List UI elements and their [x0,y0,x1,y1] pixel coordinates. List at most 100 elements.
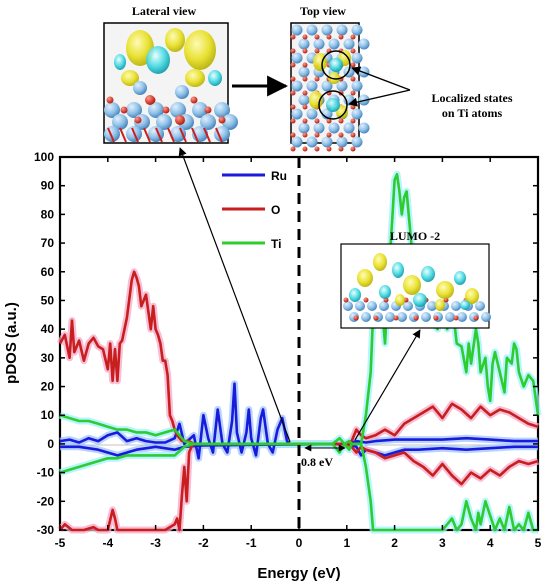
series-ru-spin-up-line [59,382,538,460]
orbital-lobe [454,271,466,285]
atom-sphere [358,122,370,134]
atom-sphere [421,312,431,322]
atom-sphere [298,122,310,134]
orbital-lobe [357,269,373,287]
atom-sphere [343,38,355,50]
y-tick-label: -10 [37,466,55,480]
atom-sphere [343,301,353,311]
atom-sphere [290,146,296,152]
orbital-lobe [184,30,216,70]
x-tick-label: -4 [102,536,113,550]
atom-sphere [200,114,216,130]
atom-sphere [314,146,320,152]
localized-state-circle-upper [321,50,351,80]
atom-sphere [338,34,344,40]
series-ru-spin-down-line [60,442,538,457]
atom-sphere [328,122,340,134]
atom-sphere [403,301,413,311]
orbital-lobe [436,281,454,299]
bond-stick [191,127,199,143]
atom-sphere [367,301,377,311]
series-ti-spin-down-line [59,442,538,532]
atom-sphere [338,132,344,138]
atom-sphere [290,132,296,138]
localized-states-label-line1: Localized states [432,91,513,105]
atom-sphere [350,76,356,82]
atom-sphere [290,48,296,54]
atom-sphere [302,76,308,82]
atom-sphere [326,118,332,124]
atom-sphere [313,38,325,50]
atom-sphere [481,312,491,322]
legend-label-ti: Ti [271,237,281,251]
atom-sphere [328,38,340,50]
atom-sphere [306,136,318,148]
atom-sphere [290,62,296,68]
atom-sphere [302,90,308,96]
y-tick-label: 80 [41,207,55,221]
atom-sphere [290,118,296,124]
bond-stick [203,127,211,143]
orbital-lobe [395,294,405,306]
orbital-lobe [403,275,421,295]
atom-sphere [126,102,142,118]
atom-sphere [473,315,479,321]
x-axis-label: Energy (eV) [257,565,340,582]
atom-sphere [290,90,296,96]
x-tick-label: 0 [296,536,303,550]
orbital-lobe [435,299,445,311]
atom-sphere [175,85,189,99]
atom-sphere [351,108,363,120]
atom-sphere [353,315,359,321]
atom-sphere [133,81,147,95]
atom-sphere [451,301,461,311]
atom-sphere [351,52,363,64]
atom-sphere [314,132,320,138]
atom-sphere [302,48,308,54]
atom-sphere [170,126,186,142]
orbital-lobe [349,288,361,302]
y-tick-label: 0 [47,437,54,451]
legend-label-ru: Ru [271,169,287,183]
x-tick-label: 5 [535,536,542,550]
orbital-lobe [114,54,126,70]
y-tick-label: 20 [41,380,55,394]
atom-sphere [298,94,310,106]
y-axis-label: pDOS (a.u.) [3,302,20,384]
atom-sphere [350,62,356,68]
legend: Ru O Ti [222,169,287,251]
atom-sphere [350,118,356,124]
atom-sphere [351,80,363,92]
atom-sphere [336,136,348,148]
y-tick-label: 90 [41,179,55,193]
atom-sphere [351,24,363,36]
x-tick-label: -5 [55,536,66,550]
atom-sphere [350,34,356,40]
top-view-inset: Top view [290,4,370,152]
atom-sphere [290,104,296,110]
atom-sphere [453,315,459,321]
atom-sphere [298,66,310,78]
atom-sphere [290,34,296,40]
atom-sphere [321,24,333,36]
lumo-inset: LUMO -2 [340,229,491,329]
atom-sphere [350,132,356,138]
atom-sphere [291,52,303,64]
gap-label: 0.8 eV [301,455,333,469]
orbital-lobe [413,293,427,307]
orbital-lobe [208,70,222,86]
orbital-lobe [373,253,387,271]
atom-sphere [336,80,348,92]
atom-sphere [190,96,198,104]
bond-stick [179,127,187,143]
atom-sphere [120,106,128,114]
y-tick-label: 30 [41,351,55,365]
atom-sphere [321,80,333,92]
atom-sphere [214,126,230,142]
atom-sphere [302,132,308,138]
atom-sphere [106,96,114,104]
atom-sphere [306,80,318,92]
atom-sphere [373,315,379,321]
atom-sphere [397,312,407,322]
